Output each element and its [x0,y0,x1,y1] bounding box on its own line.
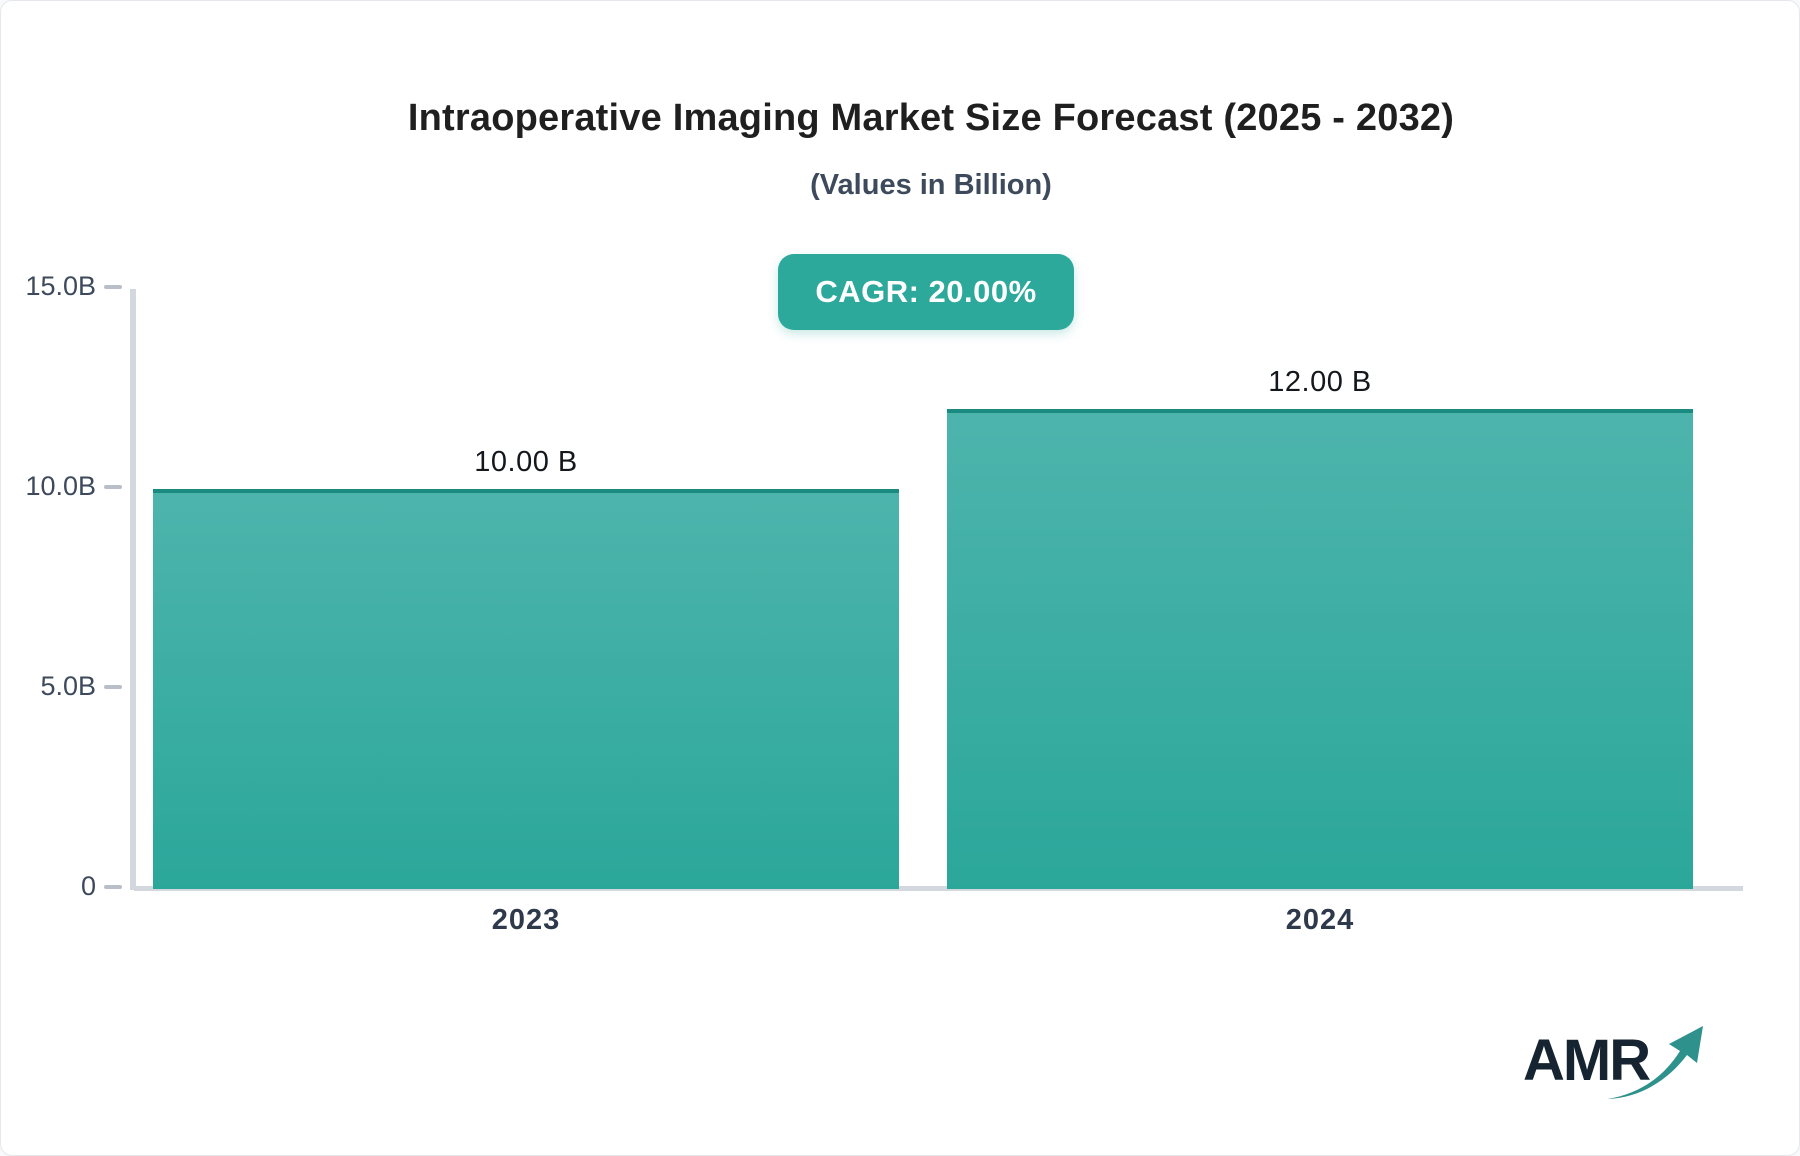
bar-2023: 10.00 B [153,446,899,889]
y-tick-label: 5.0B [40,671,96,701]
y-tick-dash [104,685,122,689]
x-axis-label-2023: 2023 [491,904,561,936]
y-tick-dash [104,485,122,489]
y-tick-label: 15.0B [25,271,96,301]
amr-logo: AMR [1523,1023,1703,1103]
x-axis-label-2024: 2024 [1285,904,1355,936]
x-axis-line [134,886,1743,891]
y-tick-label: 10.0B [25,471,96,501]
y-tick-dash [104,885,122,889]
chart-title: Intraoperative Imaging Market Size Forec… [407,97,1455,139]
cagr-badge-label: CAGR: 20.00% [815,274,1037,309]
y-tick-label: 0 [80,871,96,901]
bar-value-label: 12.00 B [1268,366,1372,398]
chart-subtitle: (Values in Billion) [810,169,1052,201]
cagr-badge: CAGR: 20.00% [778,254,1074,330]
amr-logo-text: AMR [1523,1028,1651,1093]
y-axis-line [130,289,136,890]
y-tick-dash [104,285,122,289]
bar-value-label: 10.00 B [474,446,578,478]
trend-up-arrow-icon [1607,1026,1703,1099]
bar-2024: 12.00 B [947,366,1693,889]
